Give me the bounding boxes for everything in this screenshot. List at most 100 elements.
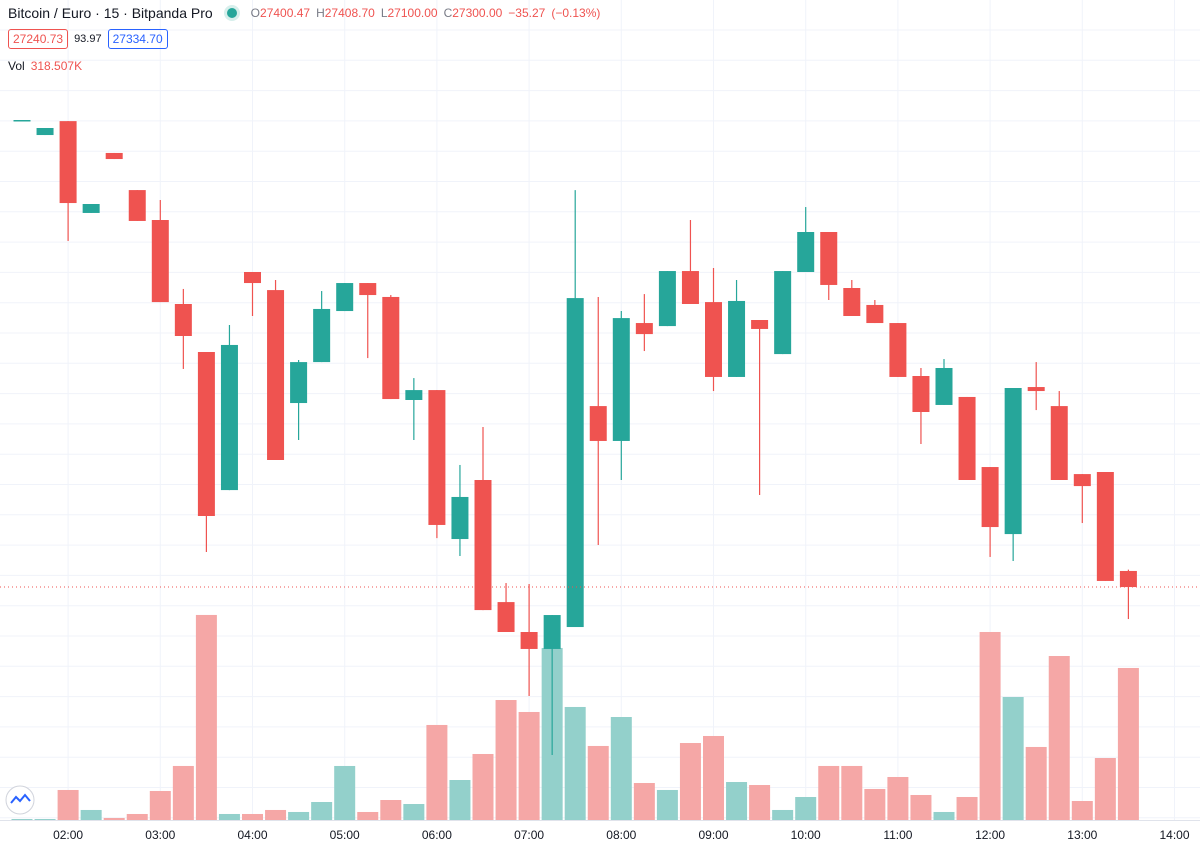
volume-bar [795, 796, 817, 820]
volume-bar [11, 818, 33, 820]
volume-bar [841, 765, 863, 820]
candle-body [428, 390, 446, 525]
candle-body [612, 318, 630, 441]
volume-bar [656, 789, 678, 820]
volume-bar [818, 765, 840, 820]
candle-body [36, 128, 54, 136]
change-pct: (−0.13%) [551, 6, 601, 20]
volume-bar [311, 802, 333, 820]
volume-bar [426, 724, 448, 820]
header: Bitcoin / Euro · 15 · Bitpanda Pro O2740… [8, 5, 600, 21]
volume-bar [172, 765, 194, 820]
candle-body [474, 480, 492, 611]
candle-body [774, 271, 792, 355]
x-tick-label: 04:00 [237, 828, 267, 842]
x-tick-label: 06:00 [422, 828, 452, 842]
candle-body [1119, 570, 1137, 588]
candle-body [151, 220, 169, 303]
x-tick-label: 09:00 [698, 828, 728, 842]
logo[interactable] [5, 785, 35, 815]
candle-body [589, 406, 607, 441]
volume-bar [726, 782, 748, 820]
volume-bar [910, 794, 932, 820]
legend-value: 27100.00 [387, 6, 438, 20]
volume-bar [34, 818, 56, 820]
candle-body [451, 496, 469, 540]
legend-value: 27400.47 [260, 6, 311, 20]
volume-bar [587, 745, 609, 820]
x-tick-label: 05:00 [330, 828, 360, 842]
candle-body [105, 152, 123, 160]
candle-body [981, 467, 999, 528]
candle-body [59, 121, 77, 204]
candle-body [1027, 387, 1045, 392]
volume-bar [1025, 746, 1047, 820]
change: −35.27 [508, 6, 546, 20]
volume-bar [403, 804, 425, 820]
candle-body [520, 632, 538, 649]
candle-body [267, 290, 285, 460]
volume-bar [1071, 801, 1093, 820]
candle-body [1096, 472, 1114, 581]
volume-bar [1002, 697, 1024, 820]
candle-body [820, 232, 838, 285]
candle-body [497, 602, 515, 632]
volume-bar [449, 780, 471, 820]
volume-bar [218, 813, 240, 820]
volume-bar [288, 811, 310, 820]
volume-bar [472, 753, 494, 820]
candle-body [958, 396, 976, 480]
candle-body [705, 302, 722, 377]
candle-body [889, 323, 907, 377]
candle-body [935, 368, 953, 405]
volume-bar [242, 813, 263, 820]
volume-bar [864, 788, 886, 820]
candle-body [336, 283, 354, 312]
candle-body [382, 296, 400, 400]
volume-bar [495, 700, 517, 820]
candle-body [220, 344, 238, 491]
x-tick-label: 10:00 [791, 828, 821, 842]
volume-bar [703, 735, 724, 820]
volume-bar [979, 631, 1001, 820]
symbol-title[interactable]: Bitcoin / Euro · 15 · Bitpanda Pro [8, 5, 213, 21]
candle-body [359, 283, 377, 296]
candle-body [82, 204, 100, 213]
candle-body [174, 304, 192, 336]
volume-bar [772, 809, 794, 820]
volume-bar [357, 811, 379, 820]
candle-body [1050, 406, 1068, 480]
volume-bar [1048, 656, 1070, 820]
ohlc-legend: O27400.47 H27408.70 L27100.00 C27300.00 … [251, 6, 601, 20]
x-tick-label: 02:00 [53, 828, 83, 842]
legend-key: O [250, 6, 261, 20]
candle-body [843, 288, 861, 316]
volume-bar [518, 711, 540, 820]
volume-name: Vol [8, 59, 25, 73]
candle-body [912, 376, 930, 412]
candle-body [566, 298, 584, 628]
x-tick-label: 12:00 [975, 828, 1005, 842]
candle-body [1004, 388, 1022, 535]
volume-bar [956, 796, 978, 820]
candle-body [543, 615, 561, 649]
volume-bar [610, 716, 632, 820]
candle-body [681, 271, 699, 304]
volume-bar [1117, 667, 1139, 820]
volume-bar [933, 811, 955, 820]
volume-bar [80, 809, 102, 820]
volume-bar [195, 614, 217, 820]
candle-body [128, 190, 146, 221]
candle-body [635, 323, 653, 335]
volume-bar [679, 743, 701, 820]
volume-value: 318.507K [30, 59, 83, 73]
legend-value: 27300.00 [452, 6, 503, 20]
candle-body [290, 362, 308, 404]
legend-key: C [443, 6, 453, 20]
candle-body [197, 352, 215, 516]
legend-key: H [316, 6, 325, 20]
ask[interactable]: 27334.70 [107, 29, 168, 49]
bid[interactable]: 27240.73 [8, 29, 69, 49]
